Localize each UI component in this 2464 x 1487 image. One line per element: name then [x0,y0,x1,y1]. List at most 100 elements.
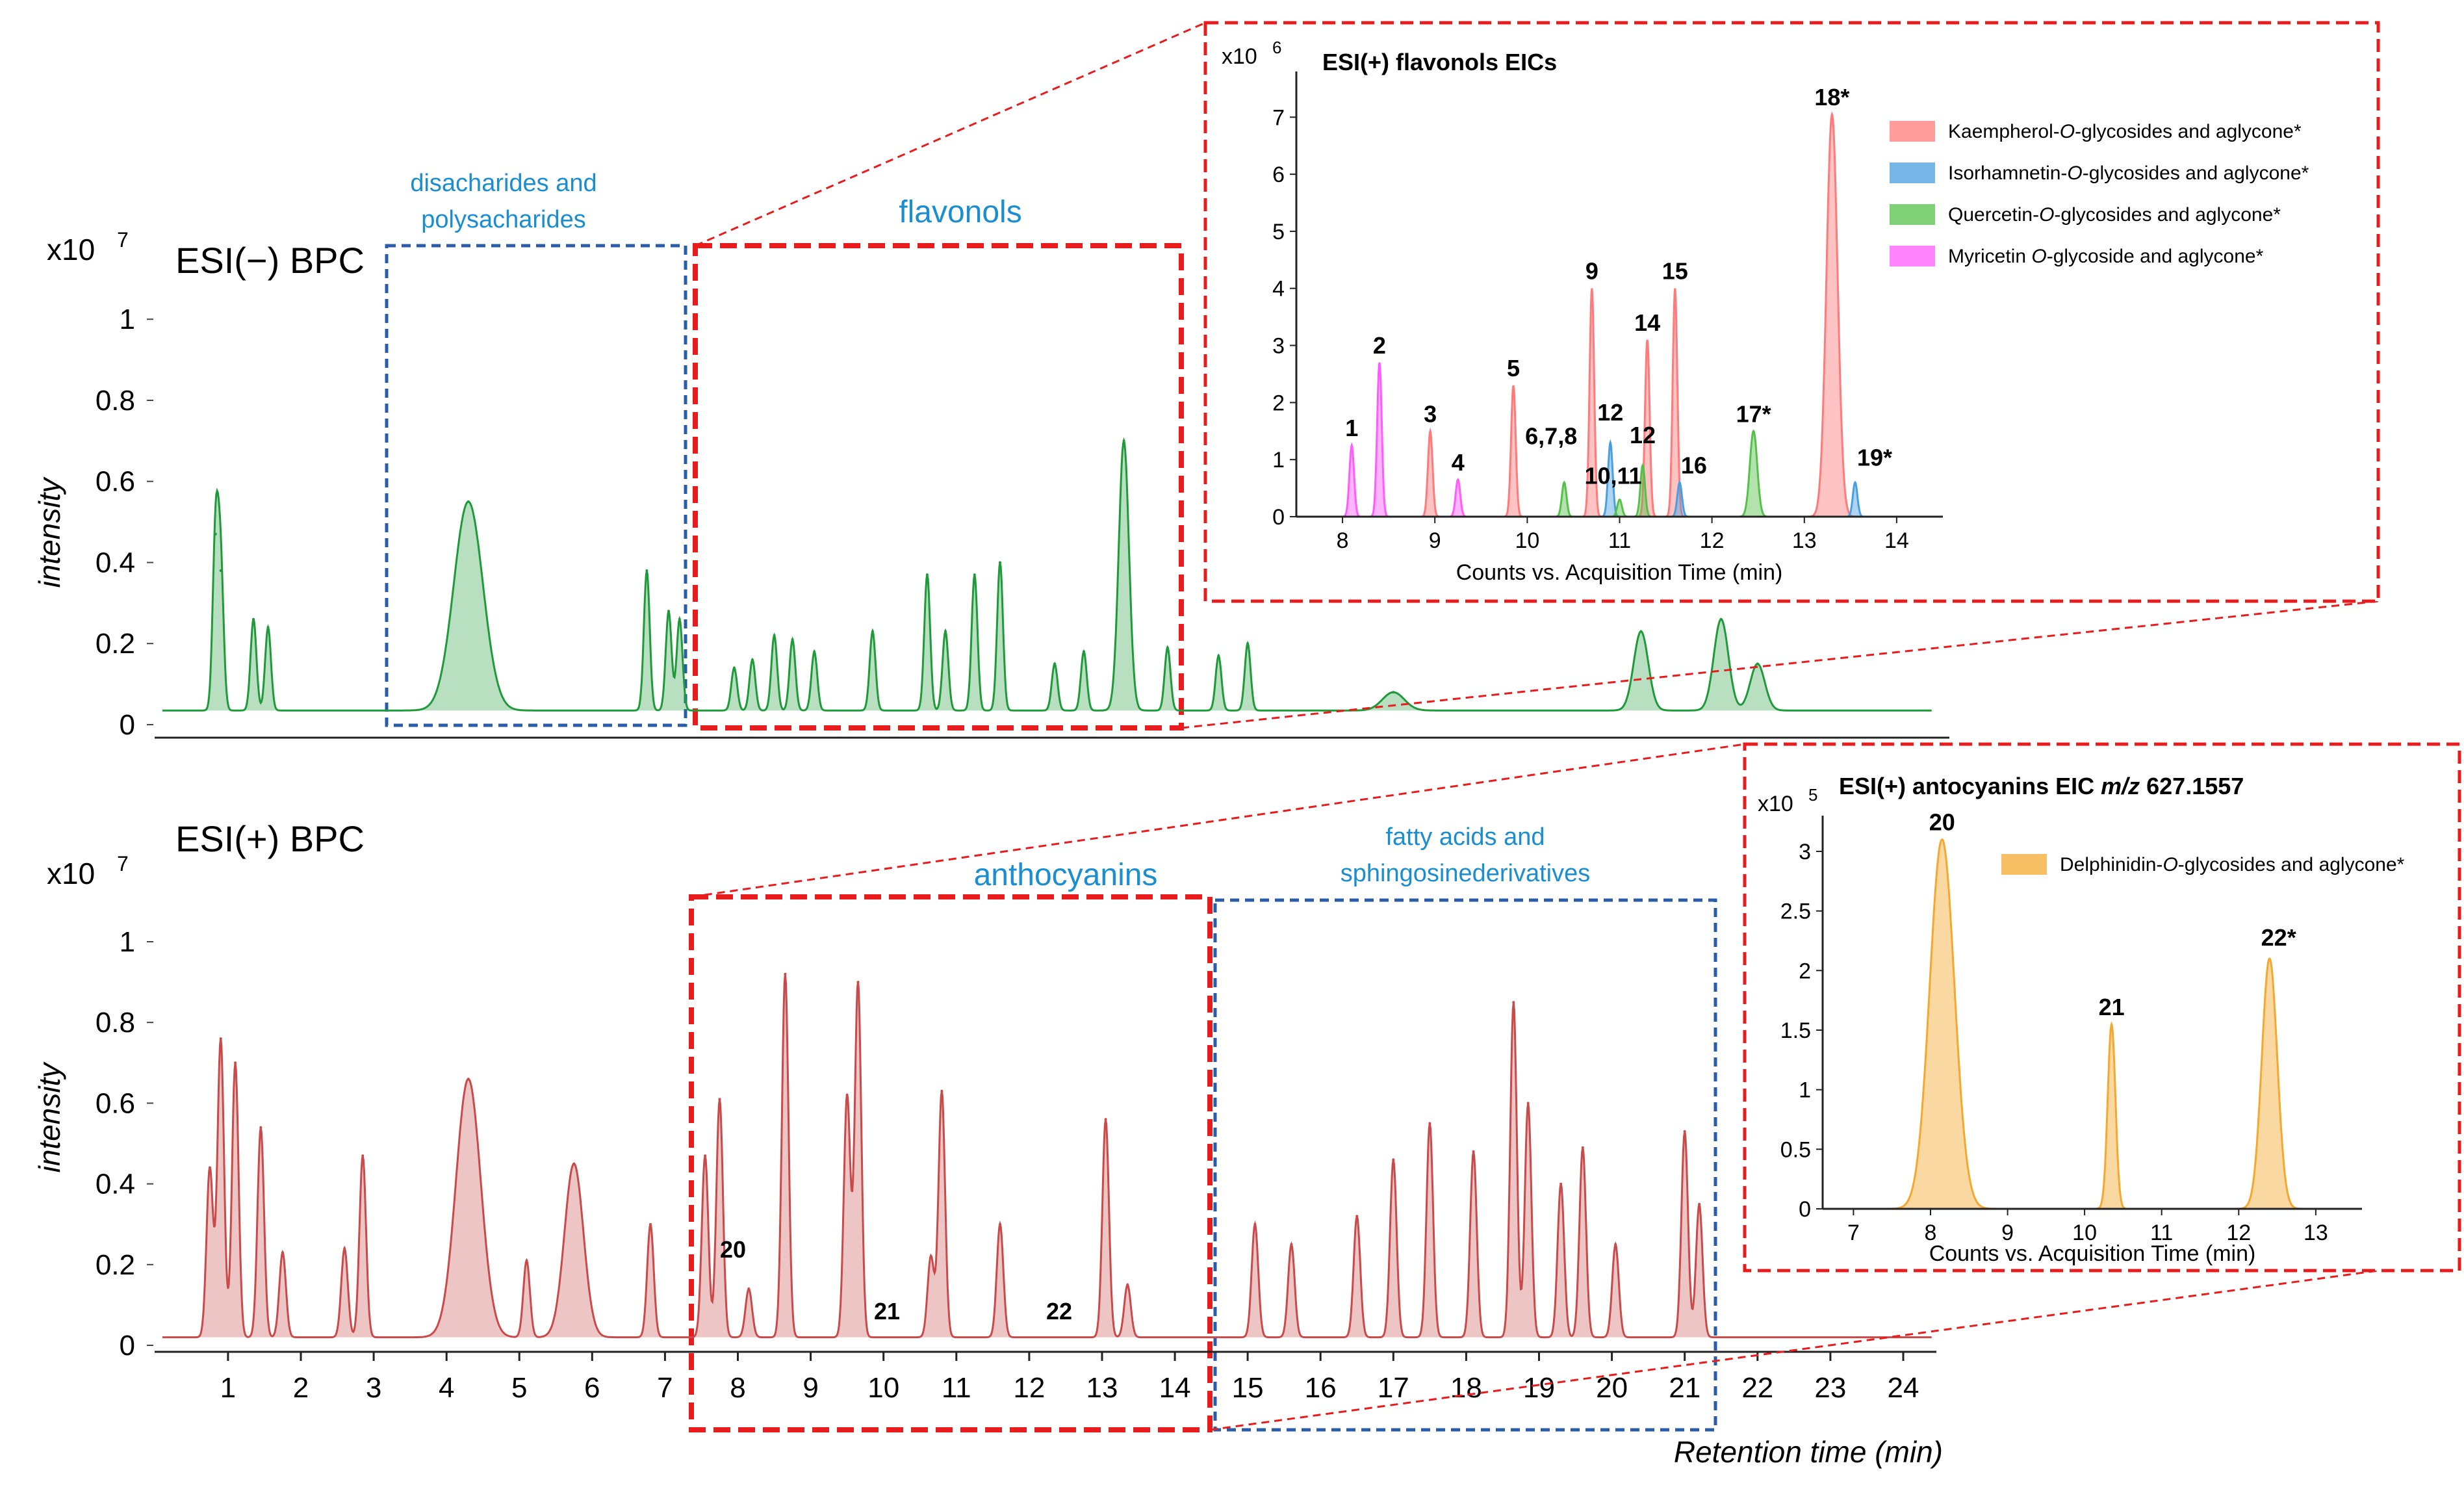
neg-bpc-peak-3 [252,617,255,621]
neg-y-tick-label-4: 0.8 [96,385,135,417]
main-peak-label-22: 22 [1046,1298,1072,1325]
flav-y-tick-label-5: 5 [1272,220,1285,244]
pos-bpc-peak-14 [747,1287,751,1291]
main-peak-label-21: 21 [874,1298,900,1325]
flav-peak-label-0-1: 5 [1507,355,1520,381]
pos-bpc-peak-12 [704,1154,707,1157]
pos-bpc-peak-5 [281,1251,284,1254]
anth-y-tick-label-4: 2 [1799,959,1811,983]
flav-legend: Kaempherol-O-glycosides and aglycone* Iso… [1890,121,2309,267]
pos-scale-label: x10 [47,857,95,890]
neg-bpc-peak-26 [1639,630,1643,633]
flav-x-tick-label-12: 12 [1700,528,1725,553]
pos-x-tick-label-18: 18 [1450,1372,1482,1404]
flav-legend-post-3: -glycoside and aglycone* [2047,246,2264,267]
anth-inset-title: ESI(+) antocyanins EIC m/z 627.1557 [1839,773,2244,799]
anth-y-tick-label-5: 2.5 [1780,899,1811,924]
pos-y-tick-label-3: 0.6 [96,1087,135,1119]
neg-bpc-peak-17 [973,573,976,576]
flav-legend-o-1: O [2067,162,2082,184]
pos-x-tick-label-16: 16 [1305,1372,1337,1404]
neg-bpc-peak-12 [791,638,794,641]
neg-y-tick-label-0: 0 [120,709,135,741]
flav-legend-label-0: Kaempherol-O-glycosides and aglycone* [1948,121,2302,142]
neg-bpc-peak-16 [944,630,947,633]
pos-bpc-peak-18 [929,1255,932,1258]
anth-x-axis-label: Counts vs. Acquisition Time (min) [1929,1241,2256,1266]
anth-series-0-area [1823,839,2362,1209]
pos-x-tick-label-14: 14 [1159,1372,1191,1404]
pos-x-ticks: 1 2 3 4 5 6 7 8 9 10 11 12 13 14 15 16 17 18 19 20 21 22 23 24 [220,1352,1919,1404]
flav-x-tick-label-14: 14 [1884,528,1909,553]
flav-scale-label: x10 [1222,44,1257,69]
pos-bpc-peak-17 [856,981,860,984]
flav-legend-swatch-2 [1890,204,1935,225]
anth-x-tick-label-11: 11 [2150,1221,2173,1245]
pos-bpc-peak-25 [1355,1215,1359,1218]
flav-peak-label-3-2: 4 [1452,449,1465,476]
neg-panel-label: ESI(−) BPC [175,240,365,281]
pos-bpc-peak-4 [259,1126,263,1129]
neg-y-axis-label: intensity [32,476,66,588]
pos-bpc-peak-30 [1526,1102,1530,1105]
label-disaccharides-line2: polysacharides [421,206,585,233]
pos-bpc-peak-33 [1614,1243,1617,1246]
neg-bpc-peak-11 [773,634,776,637]
pos-bpc-peak-8 [467,1078,470,1081]
label-anthocyanins: anthocyanins [974,858,1158,892]
anth-x-tick-label-13: 13 [2304,1221,2328,1245]
flav-peak-label-2-3: 17* [1736,400,1771,427]
flav-x-tick-label-8: 8 [1337,528,1349,553]
pos-bpc-peak-29 [1512,1001,1515,1004]
neg-bpc-peak-8 [678,617,681,621]
neg-bpc-peak-28 [1756,662,1759,666]
anth-x-tick-label-8: 8 [1925,1221,1937,1245]
pos-bpc-peak-35 [1698,1202,1701,1206]
flav-y-tick-label-2: 2 [1272,391,1285,415]
esi-pos-bpc-chart: 00.20.40.60.81 1 2 3 4 5 6 7 8 9 10 11 12 13 14 15 16 17… [32,818,1943,1469]
flav-peak-label-0-0: 3 [1424,400,1437,427]
flav-legend-pre-2: Quercetin- [1948,204,2039,226]
flav-legend-o-2: O [2039,204,2054,226]
pos-bpc-peak-32 [1581,1146,1584,1149]
connector-flav-bottom [1181,600,2379,729]
pos-y-tick-label-1: 0.2 [96,1249,135,1281]
flav-peak-label-3-0: 1 [1345,415,1358,441]
flav-y-tick-label-7: 7 [1272,105,1285,130]
red-box-anthocyanins [689,894,1213,1432]
pos-bpc-peak-15 [784,972,787,976]
anth-y-tick-label-3: 1.5 [1780,1018,1811,1043]
pos-bpc-trace [162,972,1932,1339]
neg-bpc-peak-10 [751,658,754,662]
connector-anth-bottom [1209,1269,2379,1431]
anth-x-tick-label-9: 9 [2001,1221,2014,1245]
flav-y-tick-label-3: 3 [1272,334,1285,359]
flav-y-tick-label-0: 0 [1272,505,1285,530]
pos-bpc-peak-26 [1392,1158,1395,1161]
pos-bpc-peak-6 [343,1247,346,1250]
pos-bpc-peak-31 [1559,1182,1563,1185]
pos-bpc-peak-13 [718,1098,721,1101]
pos-bpc-peak-23 [1253,1222,1257,1226]
anth-scale-exponent: 5 [1808,785,1817,805]
pos-x-tick-label-10: 10 [867,1372,899,1404]
pos-x-axis-label: Retention time (min) [1674,1435,1943,1469]
flav-legend-swatch-3 [1890,246,1935,266]
label-disaccharides-line1: disacharides and [410,170,597,197]
anth-ticks: 7 8 9 10 11 12 13 0 0.5 1 1.5 2 2.5 3 [1780,840,2328,1245]
neg-bpc-peak-14 [871,630,874,633]
neg-bpc-peak-23 [1217,654,1220,657]
pos-bpc-peak-24 [1290,1243,1293,1246]
label-flavonols: flavonols [899,195,1021,229]
flav-legend-label-3: Myricetin O-glycoside and aglycone* [1948,246,2264,267]
neg-bpc-peak-18 [999,561,1001,564]
flav-legend-label-1: Isorhamnetin-O-glycosides and aglycone* [1948,162,2309,184]
neg-bpc-peak-1 [214,532,217,536]
flav-legend-o-0: O [2060,121,2075,142]
flav-legend-pre-1: Isorhamnetin- [1948,162,2067,184]
neg-bpc-peak-2 [219,569,222,572]
flav-x-tick-label-13: 13 [1792,528,1817,553]
flav-peak-label-3-1: 2 [1373,332,1386,359]
flav-y-tick-label-1: 1 [1272,448,1285,472]
